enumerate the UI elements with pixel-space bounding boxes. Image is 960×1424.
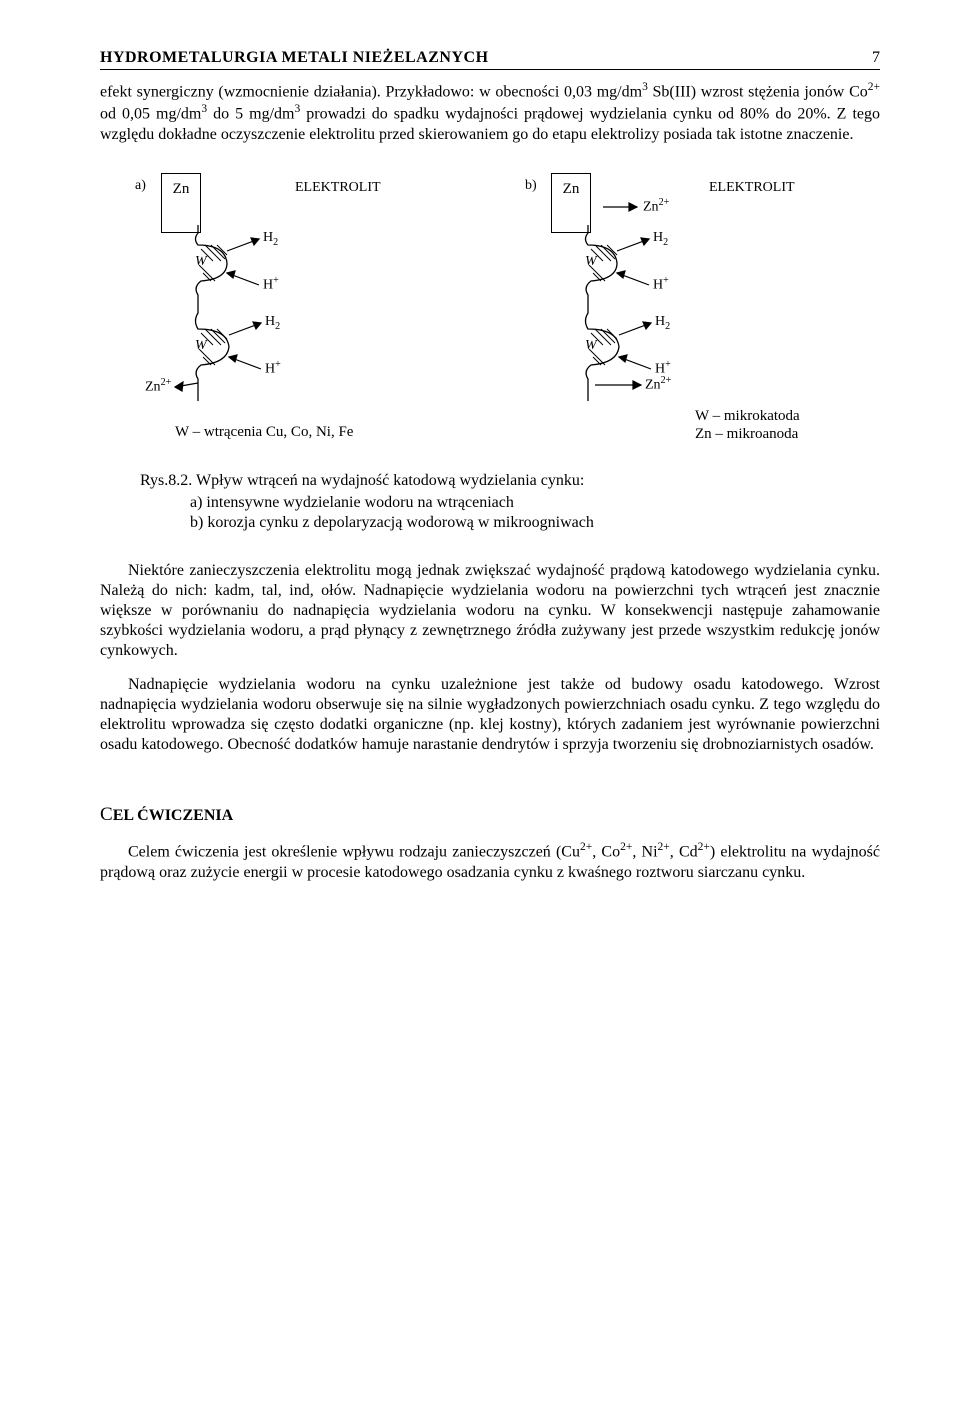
w-label2: W (195, 337, 207, 355)
hplus-b1: H+ (653, 275, 669, 294)
zn2plus-b-bot: Zn2+ (645, 375, 671, 394)
paragraph-3: Nadnapięcie wydzielania wodoru na cynku … (100, 675, 880, 755)
zn2plus-b-top: Zn2+ (643, 197, 669, 216)
hplus-a2: H+ (265, 359, 281, 378)
w-label: W (195, 253, 207, 271)
figure-panel-a: a) Zn ELEKTROLIT W H2 (135, 173, 435, 453)
paragraph-4: Celem ćwiczenia jest określenie wpływu r… (100, 840, 880, 882)
legend-b: W – mikrokatoda Zn – mikroanoda (695, 407, 800, 445)
header-title: HYDROMETALURGIA METALI NIEŻELAZNYCH (100, 48, 489, 68)
zn2plus-a: Zn2+ (145, 377, 171, 396)
h2-a1: H2 (263, 229, 278, 249)
surface-svg-a (135, 173, 435, 453)
paragraph-2: Niektóre zanieczyszczenia elektrolitu mo… (100, 561, 880, 661)
h2-b2: H2 (655, 313, 670, 333)
caption-title: Rys.8.2. Wpływ wtrąceń na wydajność kato… (140, 471, 880, 491)
w-label-b2: W (585, 337, 597, 355)
figure-panel-b: b) Zn ELEKTROLIT Zn2+ W (525, 173, 845, 453)
page-header: HYDROMETALURGIA METALI NIEŻELAZNYCH 7 (100, 48, 880, 70)
w-label-b1: W (585, 253, 597, 271)
h2-a2: H2 (265, 313, 280, 333)
page-number: 7 (872, 48, 880, 68)
legend-a: W – wtrącenia Cu, Co, Ni, Fe (175, 423, 353, 442)
caption-b: b) korozja cynku z depolaryzacją wodorow… (190, 513, 880, 533)
caption-a: a) intensywne wydzielanie wodoru na wtrą… (190, 493, 880, 513)
paragraph-1: efekt synergiczny (wzmocnienie działania… (100, 80, 880, 145)
figure-8-2: a) Zn ELEKTROLIT W H2 (100, 173, 880, 453)
h2-b1: H2 (653, 229, 668, 249)
hplus-a1: H+ (263, 275, 279, 294)
section-heading: CEL ĆWICZENIA (100, 803, 880, 827)
figure-caption: Rys.8.2. Wpływ wtrąceń na wydajność kato… (140, 471, 880, 533)
